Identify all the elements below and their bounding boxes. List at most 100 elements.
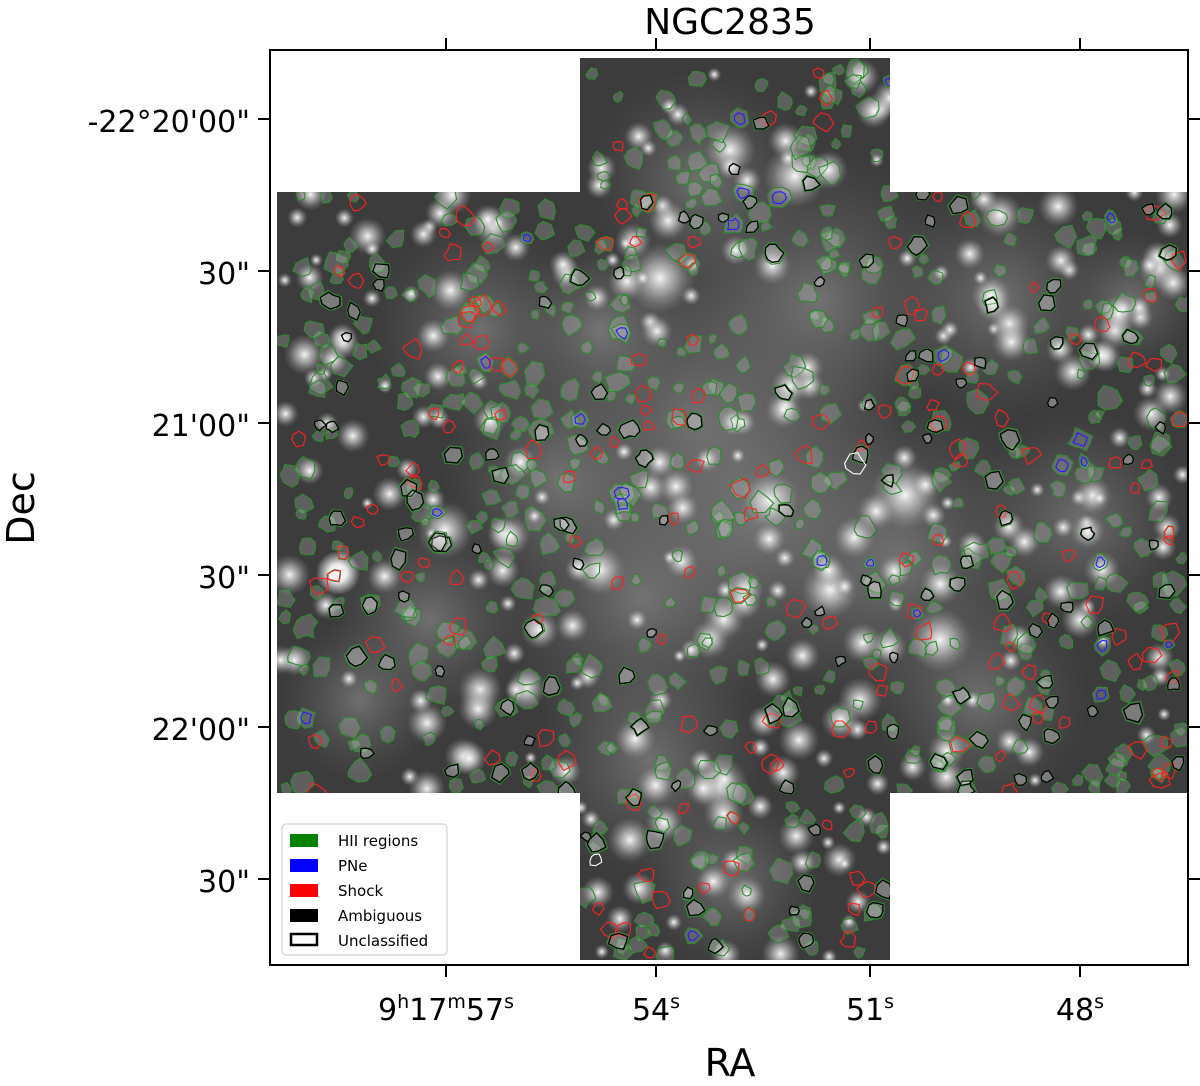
shock-region-contour bbox=[667, 512, 679, 526]
ambiguous-region bbox=[1167, 677, 1181, 691]
hii-region-contour bbox=[440, 212, 459, 227]
shock-region-contour bbox=[1005, 641, 1016, 652]
shock-region-contour bbox=[629, 236, 643, 248]
ambiguous-region bbox=[797, 932, 815, 949]
ambiguous-region bbox=[1047, 396, 1059, 409]
shock-region-contour bbox=[812, 67, 825, 80]
shock-region-contour bbox=[1029, 694, 1049, 714]
shock-region-contour bbox=[364, 636, 386, 653]
ambiguous-region bbox=[398, 590, 410, 603]
hii-region-contour bbox=[822, 669, 836, 684]
shock-region-contour bbox=[625, 792, 642, 811]
emission-knot bbox=[635, 765, 676, 806]
hii-region-contour bbox=[819, 204, 837, 217]
hii-region-contour bbox=[514, 689, 539, 710]
ambiguous-region bbox=[929, 753, 949, 771]
hii-region-contour bbox=[594, 238, 608, 255]
shock-region-contour bbox=[557, 750, 577, 772]
ambiguous-region bbox=[1035, 674, 1054, 689]
emission-knot bbox=[622, 872, 655, 905]
emission-knot bbox=[583, 284, 611, 311]
hii-region-contour bbox=[687, 150, 709, 172]
y-tick-label: 30" bbox=[198, 561, 250, 596]
ambiguous-region bbox=[491, 466, 510, 485]
hii-region-contour bbox=[701, 381, 718, 396]
emission-knot bbox=[766, 755, 801, 790]
emission-knot bbox=[694, 447, 720, 472]
ambiguous-region bbox=[906, 368, 920, 383]
hii-region-contour bbox=[297, 663, 310, 677]
hii-region-contour bbox=[1160, 343, 1178, 364]
hii-region-contour bbox=[853, 946, 866, 959]
hii-region-contour bbox=[918, 253, 930, 265]
emission-knot bbox=[954, 238, 986, 270]
hii-region-contour bbox=[814, 685, 826, 695]
hii-region-contour bbox=[424, 685, 447, 705]
hii-region-contour bbox=[795, 105, 808, 117]
hii-region-contour bbox=[669, 452, 685, 470]
hii-region-contour bbox=[635, 227, 648, 238]
hii-region-contour bbox=[870, 148, 884, 163]
emission-knot bbox=[1085, 339, 1117, 371]
hii-region-contour bbox=[666, 154, 682, 171]
hii-region-contour bbox=[298, 537, 316, 556]
x-tick-label: 54s bbox=[632, 991, 680, 1028]
ambiguous-region bbox=[579, 831, 593, 843]
emission-knot bbox=[423, 362, 453, 391]
hii-region-contour bbox=[1085, 217, 1107, 240]
hii-region-contour bbox=[985, 209, 1008, 227]
hii-region-contour bbox=[965, 371, 979, 384]
ambiguous-region bbox=[630, 717, 650, 737]
hii-region-contour bbox=[277, 334, 290, 349]
shock-region-contour bbox=[472, 335, 490, 350]
hii-region-contour bbox=[804, 851, 822, 869]
hii-region-contour bbox=[510, 415, 531, 433]
hii-region-contour bbox=[560, 377, 580, 402]
ambiguous-region bbox=[728, 162, 741, 176]
shock-region-contour bbox=[856, 880, 878, 898]
axes-frame bbox=[269, 49, 1189, 966]
hii-region-contour bbox=[708, 333, 718, 345]
ambiguous-region bbox=[639, 194, 654, 211]
hii-region-contour bbox=[844, 74, 862, 90]
pne-region-contour bbox=[1095, 689, 1107, 700]
hii-region-contour bbox=[689, 123, 708, 146]
hii-region-contour bbox=[352, 342, 368, 361]
shock-region-contour bbox=[865, 720, 878, 734]
shock-region-contour bbox=[723, 860, 740, 877]
hii-region-contour bbox=[401, 287, 417, 303]
hii-region-contour bbox=[1049, 480, 1067, 498]
ambiguous-region bbox=[917, 348, 934, 363]
shock-region-contour bbox=[868, 662, 888, 682]
hii-region-contour bbox=[1008, 444, 1023, 460]
emission-knot bbox=[1045, 244, 1077, 277]
pne-region-contour bbox=[736, 187, 750, 200]
shock-region-contour bbox=[634, 384, 653, 403]
hii-region-contour bbox=[532, 596, 562, 617]
shock-region-contour bbox=[347, 272, 364, 289]
hii-region-contour bbox=[320, 189, 334, 205]
unclassified-region-contour bbox=[844, 452, 867, 475]
ambiguous-region bbox=[659, 515, 669, 526]
hii-region-contour bbox=[879, 627, 899, 649]
emission-knot bbox=[488, 514, 531, 557]
shock-region-contour bbox=[677, 252, 697, 269]
hii-region-contour bbox=[949, 637, 961, 651]
hii-region-contour bbox=[1059, 633, 1074, 650]
hii-region-contour bbox=[700, 595, 718, 613]
shock-region-contour bbox=[327, 569, 341, 583]
hii-region-contour bbox=[881, 713, 898, 732]
hii-region-contour bbox=[534, 220, 556, 241]
hii-region-contour bbox=[814, 255, 833, 271]
hii-region-contour bbox=[277, 589, 296, 608]
pne-region-contour bbox=[300, 711, 313, 725]
hii-region-contour bbox=[742, 593, 758, 606]
ambiguous-region bbox=[345, 645, 369, 668]
hii-region-contour bbox=[959, 554, 975, 570]
ambiguous-region bbox=[471, 543, 483, 555]
hii-region-contour bbox=[840, 917, 859, 936]
hii-region-contour bbox=[962, 541, 990, 567]
hii-region-contour bbox=[805, 445, 824, 469]
shock-region-contour bbox=[591, 902, 605, 917]
emission-knot bbox=[309, 253, 323, 267]
